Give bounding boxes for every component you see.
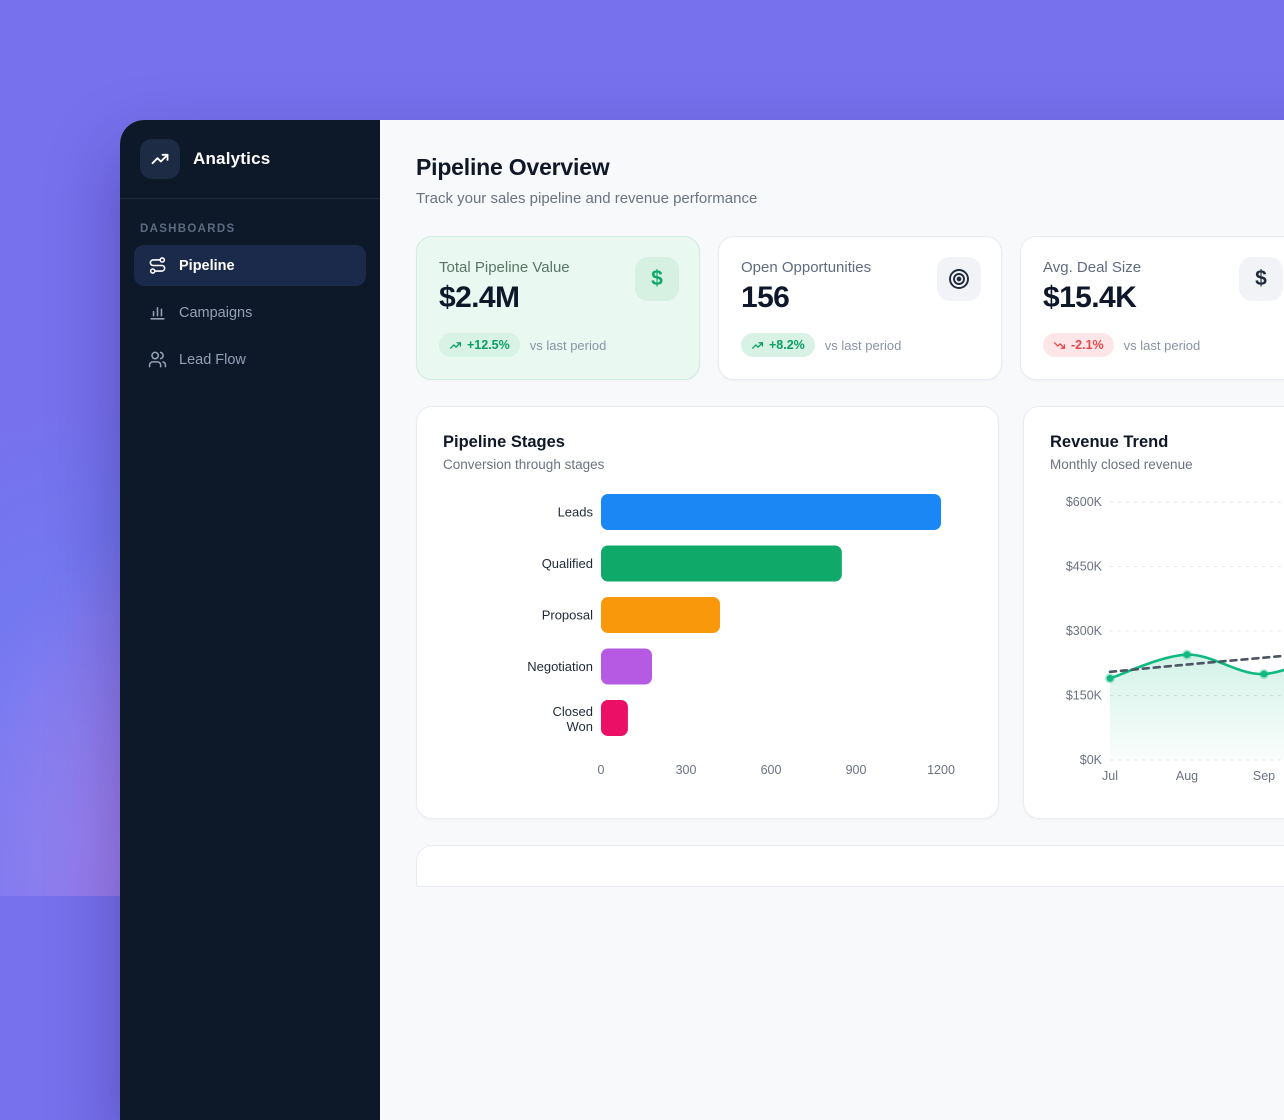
svg-text:600: 600 [761, 763, 782, 777]
svg-text:Negotiation: Negotiation [527, 659, 593, 674]
stat-label: Total Pipeline Value [439, 259, 570, 276]
svg-text:300: 300 [676, 763, 697, 777]
revenue-point [1183, 651, 1191, 659]
stat-value: $15.4K [1043, 281, 1137, 314]
delta-badge: -2.1% [1043, 333, 1114, 357]
stat-footer: -2.1% vs last period [1043, 333, 1281, 357]
stat-footer: +8.2% vs last period [741, 333, 979, 357]
delta-value: +12.5% [467, 338, 510, 352]
page-title: Pipeline Overview [416, 154, 610, 180]
stat-card-open-opportunities: Open Opportunities 156 +8.2% vs last period [718, 236, 1002, 380]
revenue-line [1108, 653, 1284, 680]
svg-text:Closed: Closed [553, 704, 593, 719]
stat-card-total-pipeline-value: Total Pipeline Value $2.4M +12.5% vs last p… [416, 236, 700, 380]
sidebar-item-label: Lead Flow [179, 351, 246, 368]
bar-chart-icon [148, 303, 167, 322]
main-content: Pipeline Overview Track your sales pipel… [380, 120, 1284, 1120]
dollar-icon: $ [1239, 257, 1283, 301]
sidebar-item-label: Pipeline [179, 257, 235, 274]
svg-text:0: 0 [598, 763, 605, 777]
charts-row: Pipeline Stages Conversion through stage… [416, 406, 1284, 819]
sidebar-section-label: DASHBOARDS [140, 223, 236, 235]
stat-footer: +12.5% vs last period [439, 333, 677, 357]
trend-line [1108, 654, 1284, 674]
svg-text:$450K: $450K [1066, 560, 1103, 574]
stat-value: $2.4M [439, 281, 520, 314]
sidebar-item-lead-flow[interactable]: Lead Flow [134, 339, 366, 380]
delta-value: +8.2% [769, 338, 805, 352]
svg-text:Leads: Leads [558, 505, 594, 520]
compare-label: vs last period [529, 337, 607, 353]
bar-qualified [601, 545, 842, 582]
delta-badge: +12.5% [439, 333, 520, 357]
revenue-trend-card: Revenue Trend Monthly closed revenue $0K… [1023, 406, 1284, 819]
bar-leads [601, 494, 941, 530]
sidebar-item-label: Campaigns [179, 304, 253, 321]
stat-value: 156 [741, 281, 790, 314]
bottom-card-stub [416, 845, 1284, 887]
svg-text:$600K: $600K [1066, 495, 1103, 509]
svg-text:Qualified: Qualified [542, 556, 593, 571]
route-icon [148, 256, 167, 275]
brand-title: Analytics [193, 149, 271, 168]
revenue-point [1260, 670, 1268, 678]
sidebar-item-pipeline[interactable]: Pipeline [134, 245, 366, 286]
stat-label: Open Opportunities [741, 259, 872, 276]
trending-down-icon [1053, 339, 1066, 352]
target-icon [937, 257, 981, 301]
delta-badge: +8.2% [741, 333, 815, 357]
stats-row: Total Pipeline Value $2.4M +12.5% vs last p… [416, 236, 1284, 380]
svg-text:1200: 1200 [927, 763, 955, 777]
bar-negotiation [601, 648, 652, 685]
revenue-point [1106, 674, 1114, 682]
chart-title: Pipeline Stages [443, 433, 565, 451]
sidebar: Analytics DASHBOARDS Pipeline Campaigns Le… [120, 120, 380, 1120]
trending-up-icon [449, 339, 462, 352]
revenue-area [1110, 654, 1284, 760]
svg-text:Won: Won [567, 719, 594, 734]
compare-label: vs last period [1123, 337, 1201, 353]
svg-text:$150K: $150K [1066, 689, 1103, 703]
pipeline-stages-card: Pipeline Stages Conversion through stage… [416, 406, 999, 819]
delta-value: -2.1% [1071, 338, 1104, 352]
sidebar-item-campaigns[interactable]: Campaigns [134, 292, 366, 333]
users-icon [148, 350, 167, 369]
stat-card-avg-deal-size: Avg. Deal Size $15.4K -2.1% vs last period $ [1020, 236, 1284, 380]
chart-subtitle: Monthly closed revenue [1050, 457, 1193, 472]
revenue-trend-line-chart: $0K$150K$300K$450K$600KJulAugSepOct [1066, 495, 1284, 783]
app-window: Analytics DASHBOARDS Pipeline Campaigns Le… [120, 120, 1284, 1120]
pipeline-stages-bar-chart: Leads Qualified Proposal Negotiation ClosedW… [527, 494, 955, 777]
svg-text:Aug: Aug [1176, 769, 1198, 783]
chart-subtitle: Conversion through stages [443, 457, 605, 472]
stat-label: Avg. Deal Size [1043, 259, 1142, 276]
svg-text:$0K: $0K [1080, 753, 1103, 767]
svg-text:Proposal: Proposal [542, 608, 593, 623]
svg-text:Sep: Sep [1253, 769, 1275, 783]
chart-title: Revenue Trend [1050, 433, 1169, 451]
svg-text:900: 900 [846, 763, 867, 777]
svg-text:Jul: Jul [1102, 769, 1118, 783]
bar-closed-won [601, 700, 628, 736]
dollar-icon: $ [635, 257, 679, 301]
page-subtitle: Track your sales pipeline and revenue pe… [416, 190, 758, 207]
trending-up-icon [140, 139, 180, 179]
sidebar-nav: Pipeline Campaigns Lead Flow [120, 245, 380, 386]
trending-up-icon [751, 339, 764, 352]
bar-proposal [601, 597, 720, 633]
svg-text:$300K: $300K [1066, 624, 1103, 638]
compare-label: vs last period [824, 337, 902, 353]
brand: Analytics [120, 120, 380, 199]
